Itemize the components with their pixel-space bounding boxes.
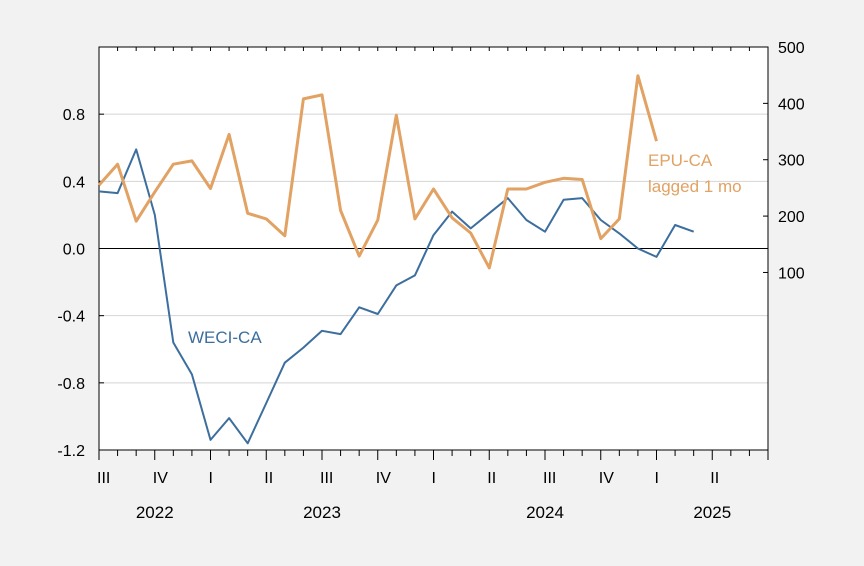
x-axis-quarter-label: IV xyxy=(153,470,168,487)
weci-annotation: WECI-CA xyxy=(188,328,262,347)
series-line xyxy=(98,148,695,445)
x-axis-quarter-label: III xyxy=(320,470,333,487)
right-axis-tick-label: 100 xyxy=(778,265,805,282)
series-line xyxy=(97,74,658,270)
x-axis-quarter-label: II xyxy=(710,470,719,487)
x-axis-year-label: 2023 xyxy=(303,503,341,522)
x-axis-quarter-label: II xyxy=(264,470,273,487)
x-axis-quarter-label: II xyxy=(487,470,496,487)
left-axis-tick-label: -0.8 xyxy=(57,376,85,393)
left-axis-tick-label: -1.2 xyxy=(57,443,85,460)
right-axis-tick-label: 300 xyxy=(778,153,805,170)
right-axis-tick-label: 200 xyxy=(778,209,805,226)
epu-annotation-line1: EPU-CA xyxy=(648,151,713,170)
x-axis-quarter-label: III xyxy=(543,470,556,487)
left-axis-tick-label: 0.0 xyxy=(63,242,85,259)
right-axis-tick-label: 500 xyxy=(778,40,805,57)
right-axis-tick-label: 400 xyxy=(778,96,805,113)
x-axis-year-label: 2024 xyxy=(526,503,564,522)
left-axis-tick-label: 0.4 xyxy=(63,174,85,191)
x-axis-year-label: 2022 xyxy=(136,503,174,522)
left-axis-tick-label: -0.4 xyxy=(57,309,85,326)
epu-annotation-line2: lagged 1 mo xyxy=(648,177,742,196)
x-axis-quarter-label: I xyxy=(432,470,436,487)
x-axis-year-label: 2025 xyxy=(693,503,731,522)
x-axis-quarter-label: I xyxy=(209,470,213,487)
x-axis-quarter-label: I xyxy=(655,470,659,487)
left-axis-tick-label: 0.8 xyxy=(63,107,85,124)
x-axis-quarter-label: III xyxy=(97,470,110,487)
x-axis-quarter-label: IV xyxy=(599,470,614,487)
x-axis-quarter-label: IV xyxy=(376,470,391,487)
